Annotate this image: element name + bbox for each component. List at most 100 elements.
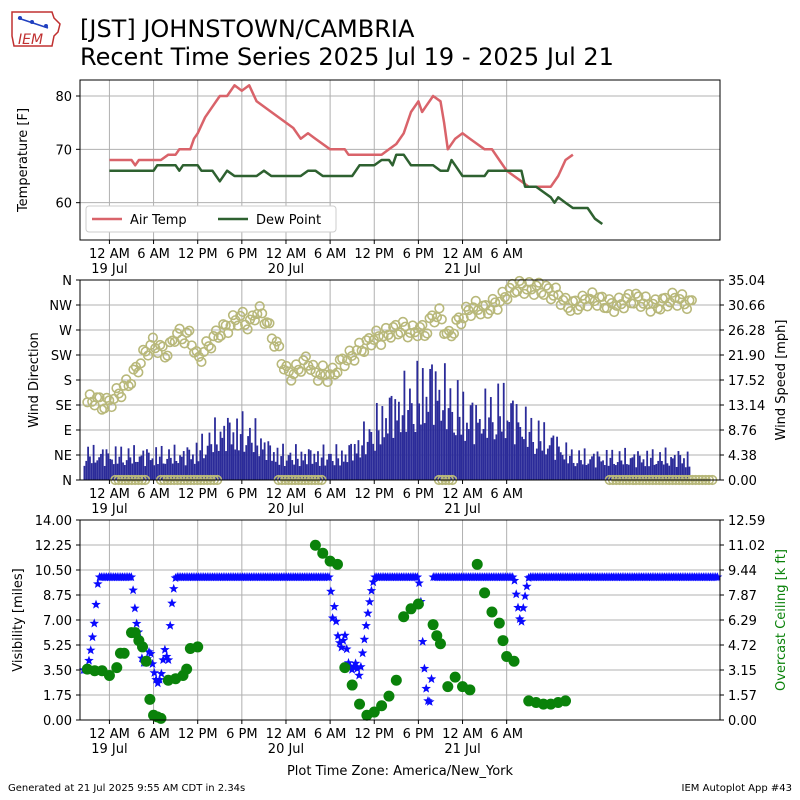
vis-frame bbox=[79, 519, 721, 721]
wind-dir-point bbox=[147, 332, 159, 343]
wind-speed-bar bbox=[85, 460, 88, 480]
wind-dir-point bbox=[242, 324, 253, 335]
wind-speed-bar bbox=[350, 443, 352, 480]
wind-dir-point bbox=[677, 289, 688, 300]
wind-speed-bar bbox=[223, 425, 226, 480]
wind-speed-bar bbox=[276, 447, 279, 480]
visibility-point bbox=[331, 616, 341, 626]
wind-dir-point bbox=[283, 366, 294, 377]
wind-speed-bar bbox=[607, 465, 610, 480]
temp-xtick-label: 6 AM bbox=[490, 247, 523, 262]
wind-dir-point bbox=[470, 295, 481, 306]
wind-dir-point bbox=[125, 378, 137, 390]
visibility-point bbox=[154, 674, 165, 684]
wind-speed-bar bbox=[447, 408, 450, 480]
ceiling-point bbox=[155, 712, 167, 724]
ceil-tick-label: 7.87 bbox=[728, 589, 757, 604]
vis-xtick-label: 6 PM bbox=[403, 727, 434, 742]
vis-tick-label: 3.50 bbox=[43, 664, 72, 679]
wind-speed-bar bbox=[250, 442, 253, 480]
wind-dir-point bbox=[426, 310, 438, 321]
wind-y-axis-title: Wind Direction bbox=[27, 332, 42, 428]
wind-dir-point bbox=[541, 280, 552, 291]
wind-speed-bar bbox=[583, 448, 586, 480]
wind-speed-bar bbox=[462, 391, 465, 480]
wind-dir-point bbox=[179, 338, 190, 349]
wind-speed-bar bbox=[421, 368, 424, 480]
chart-subtitle: Recent Time Series 2025 Jul 19 - 2025 Ju… bbox=[80, 43, 614, 71]
visibility-point bbox=[169, 583, 179, 593]
temp-ytick-label: 60 bbox=[55, 197, 72, 212]
wind-speed-bar bbox=[545, 454, 547, 480]
visibility-point bbox=[146, 648, 156, 658]
wind-speed-bar bbox=[155, 447, 158, 480]
ceil-tick-label: 4.72 bbox=[728, 639, 757, 654]
ceiling-point bbox=[508, 655, 520, 667]
visibility-point bbox=[147, 659, 158, 668]
vis-xtick-date: 20 Jul bbox=[268, 742, 304, 757]
wind-speed-bar bbox=[681, 463, 684, 480]
wind-speed-bar bbox=[239, 434, 242, 480]
wind-speed-bar bbox=[662, 464, 665, 480]
wind-xtick-label: 12 AM bbox=[442, 487, 483, 502]
wind-speed-bar bbox=[107, 453, 110, 480]
wind-speed-bar bbox=[293, 464, 295, 480]
wind-speed-bar bbox=[675, 466, 678, 480]
visibility-point bbox=[149, 667, 160, 677]
wind-dir-point bbox=[536, 287, 547, 299]
wind-speed-bar bbox=[464, 440, 467, 480]
wind-speed-bar bbox=[307, 449, 310, 480]
wind-speed-bar bbox=[87, 446, 89, 480]
wind-speed-bar bbox=[383, 437, 386, 480]
wind-speed-bar bbox=[204, 454, 207, 480]
wind-speed-bar bbox=[103, 465, 106, 480]
wind-speed-bar bbox=[440, 420, 443, 480]
wind-speed-bar bbox=[158, 456, 161, 480]
wind-speed-tick-label: 0.00 bbox=[728, 474, 757, 489]
wind-speed-bar bbox=[414, 431, 417, 480]
wind-dir-point bbox=[630, 288, 642, 299]
visibility-point bbox=[165, 620, 175, 630]
wind-speed-bar bbox=[372, 443, 375, 480]
wind-speed-bar bbox=[659, 452, 661, 480]
wind-speed-bar bbox=[664, 447, 667, 480]
wind-speed-bar bbox=[657, 460, 660, 480]
wind-dir-point bbox=[650, 294, 661, 305]
wind-speed-bar bbox=[576, 463, 579, 480]
wind-speed-bar bbox=[521, 436, 524, 480]
wind-speed-bar bbox=[368, 429, 371, 480]
wind-speed-bar bbox=[83, 465, 86, 480]
wind-speed-bar bbox=[423, 423, 426, 480]
wind-speed-bar bbox=[179, 455, 181, 480]
wind-speed-bar bbox=[182, 451, 185, 480]
wind-speed-bar bbox=[508, 421, 511, 480]
wind-speed-bar bbox=[228, 422, 231, 480]
wind-speed-bar bbox=[186, 447, 189, 480]
wind-dir-point bbox=[133, 367, 144, 378]
wind-speed-bar bbox=[127, 448, 130, 480]
wind-speed-bar bbox=[138, 456, 141, 480]
wind-dir-point bbox=[407, 320, 418, 331]
wind-dir-point bbox=[417, 319, 428, 331]
wind-speed-bar bbox=[136, 461, 139, 480]
ceiling-point bbox=[383, 690, 395, 702]
visibility-point bbox=[343, 657, 354, 667]
vis-y-axis-title: Visibility [miles] bbox=[11, 568, 26, 671]
wind-dir-point bbox=[104, 395, 115, 406]
wind-speed-bar bbox=[554, 459, 557, 480]
wind-speed-bar bbox=[120, 446, 123, 480]
visibility-point bbox=[340, 630, 350, 640]
wind-speed-bar bbox=[572, 462, 575, 480]
ceiling-point bbox=[464, 684, 476, 696]
wind-speed-bar bbox=[517, 422, 520, 480]
wind-speed-bar bbox=[603, 465, 606, 480]
vis-xtick-date: 21 Jul bbox=[444, 742, 480, 757]
wind-speed-bar bbox=[348, 445, 351, 480]
wind-speed-bar bbox=[578, 450, 581, 480]
wind-speed-bar bbox=[197, 461, 200, 480]
wind-speed-bar bbox=[203, 458, 205, 480]
wind-speed-bar bbox=[256, 445, 259, 480]
temp-xtick-label: 12 PM bbox=[178, 247, 218, 262]
wind-dir-point bbox=[366, 340, 377, 351]
wind-dir-point bbox=[419, 330, 430, 342]
